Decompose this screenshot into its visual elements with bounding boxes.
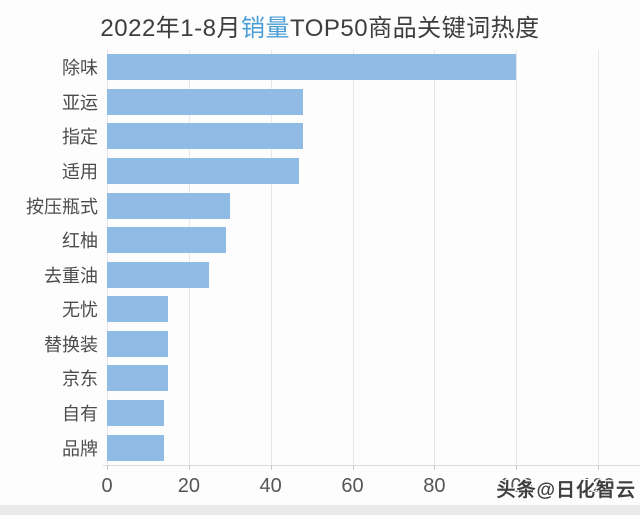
- x-axis-tick-label: 100: [499, 475, 533, 497]
- bar-rows: 除味亚运指定适用按压瓶式红柚去重油无忧替换装京东自有品牌: [0, 50, 640, 465]
- category-label: 亚运: [62, 92, 98, 113]
- bar-row: 品牌: [0, 430, 640, 465]
- bar: [107, 54, 517, 81]
- bar-track: [107, 119, 598, 154]
- bar-track: [107, 327, 598, 362]
- bar-row: 无忧: [0, 292, 640, 327]
- bar: [107, 88, 304, 115]
- bar-row: 亚运: [0, 85, 640, 120]
- category-label: 指定: [62, 127, 98, 148]
- bar: [107, 296, 169, 323]
- category-label: 除味: [62, 58, 98, 79]
- gridline: [270, 50, 272, 465]
- bottom-strip: [0, 505, 640, 515]
- category-label: 品牌: [62, 438, 98, 459]
- bar-track: [107, 396, 598, 431]
- bar: [107, 123, 304, 150]
- x-axis-tick-label: 60: [341, 475, 364, 497]
- category-label: 去重油: [44, 265, 98, 286]
- bar-row: 自有: [0, 396, 640, 431]
- bar-track: [107, 292, 598, 327]
- bar-row: 京东: [0, 361, 640, 396]
- gridline: [352, 50, 354, 465]
- bar-track: [107, 50, 598, 85]
- category-label: 自有: [62, 404, 98, 425]
- x-axis-tick-label: 0: [101, 475, 113, 497]
- chart-title: 2022年1-8月销量TOP50商品关键词热度: [0, 8, 640, 43]
- category-label: 红柚: [62, 231, 98, 252]
- category-label: 适用: [62, 162, 98, 183]
- x-axis-tick: [188, 465, 190, 470]
- bar: [107, 227, 226, 254]
- x-axis-tick: [270, 465, 272, 470]
- gridline: [107, 50, 108, 465]
- bar: [107, 365, 169, 392]
- category-label: 替换装: [44, 334, 98, 355]
- x-axis-tick-label: 120: [581, 475, 615, 497]
- bar: [107, 434, 165, 461]
- x-axis-tick-label: 20: [177, 475, 200, 497]
- bar: [107, 261, 210, 288]
- bar-track: [107, 154, 598, 189]
- bar-track: [107, 361, 598, 396]
- chart-title-suffix: TOP50商品关键词热度: [289, 15, 540, 42]
- bar-track: [107, 257, 598, 292]
- x-axis-tick: [352, 465, 354, 470]
- bar-track: [107, 430, 598, 465]
- bar-row: 按压瓶式: [0, 188, 640, 223]
- bar-track: [107, 223, 598, 258]
- gridline: [516, 50, 518, 465]
- x-axis-tick: [107, 465, 108, 470]
- x-axis-line: [103, 465, 640, 466]
- bar: [107, 330, 169, 357]
- category-label: 按压瓶式: [26, 196, 98, 217]
- chart-title-prefix: 2022年1-8月: [100, 15, 241, 42]
- bar-row: 除味: [0, 50, 640, 85]
- bar-row: 替换装: [0, 327, 640, 362]
- x-axis-tick-label: 80: [423, 475, 446, 497]
- bar-row: 指定: [0, 119, 640, 154]
- gridline: [188, 50, 190, 465]
- bar-row: 红柚: [0, 223, 640, 258]
- bar: [107, 192, 230, 219]
- gridline: [434, 50, 436, 465]
- x-axis-tick: [598, 465, 599, 470]
- category-label: 无忧: [62, 300, 98, 321]
- gridline: [598, 50, 599, 465]
- plot-gridlines: [107, 50, 599, 465]
- bar-row: 去重油: [0, 257, 640, 292]
- x-axis-tick: [516, 465, 518, 470]
- bar-track: [107, 188, 598, 223]
- watermark: 头条@日化智云: [496, 480, 636, 501]
- x-axis: 0 20 40 60 80 100 120: [101, 465, 615, 505]
- x-axis-tick: [434, 465, 436, 470]
- x-axis-tick-label: 40: [259, 475, 282, 497]
- bar-track: [107, 85, 598, 120]
- bar: [107, 400, 165, 427]
- bar: [107, 158, 300, 185]
- category-label: 京东: [62, 369, 98, 390]
- bar-row: 适用: [0, 154, 640, 189]
- chart-title-highlight: 销量: [240, 15, 290, 42]
